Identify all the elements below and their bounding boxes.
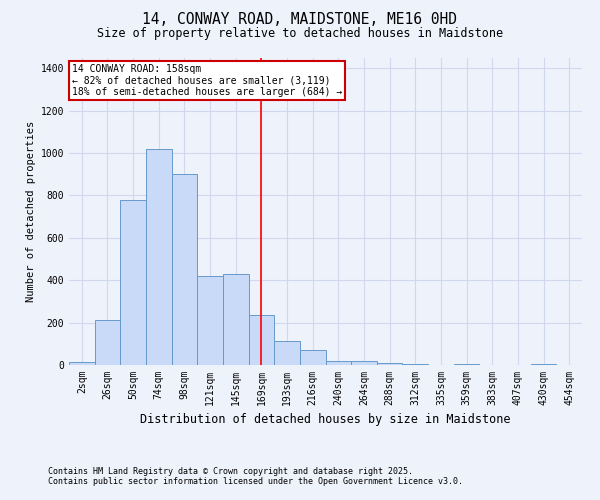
Text: Size of property relative to detached houses in Maidstone: Size of property relative to detached ho… [97,28,503,40]
Bar [454,364,479,365]
Bar [377,363,403,365]
Bar [146,148,172,365]
Bar [274,340,300,365]
Bar [248,315,274,365]
Bar [403,364,428,365]
Bar [197,276,223,365]
Bar [351,361,377,365]
Bar [172,174,197,365]
Text: Contains public sector information licensed under the Open Government Licence v3: Contains public sector information licen… [48,477,463,486]
Y-axis label: Number of detached properties: Number of detached properties [26,120,37,302]
Bar [121,200,146,365]
Bar [95,320,121,365]
Bar [223,274,248,365]
Text: 14 CONWAY ROAD: 158sqm
← 82% of detached houses are smaller (3,119)
18% of semi-: 14 CONWAY ROAD: 158sqm ← 82% of detached… [71,64,342,97]
Bar [69,362,95,365]
Bar [531,364,556,365]
X-axis label: Distribution of detached houses by size in Maidstone: Distribution of detached houses by size … [140,414,511,426]
Bar [325,361,351,365]
Bar [300,350,325,365]
Text: 14, CONWAY ROAD, MAIDSTONE, ME16 0HD: 14, CONWAY ROAD, MAIDSTONE, ME16 0HD [143,12,458,28]
Text: Contains HM Land Registry data © Crown copyright and database right 2025.: Contains HM Land Registry data © Crown c… [48,467,413,476]
